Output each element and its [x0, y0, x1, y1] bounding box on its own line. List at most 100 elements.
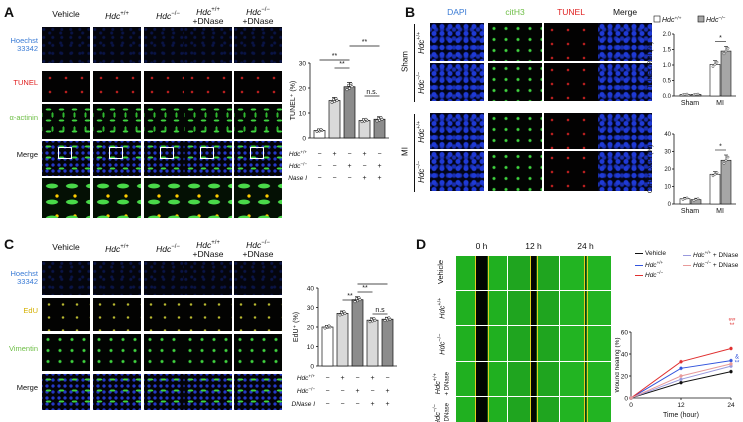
condition-mark: − [317, 175, 321, 182]
category-label: MI [716, 100, 724, 107]
wound-micrograph-tile [560, 291, 611, 325]
x-tick-label: 24 [727, 402, 735, 409]
significance-label: n.s. [366, 89, 377, 96]
data-point [696, 197, 700, 201]
wound-micrograph-tile [560, 326, 611, 361]
data-point [722, 162, 726, 165]
y-tick-label: 1.0 [663, 63, 672, 69]
condition-mark: − [385, 375, 389, 382]
wound-edge-line [586, 256, 588, 290]
data-point [350, 85, 354, 89]
condition-mark: − [347, 151, 351, 158]
micrograph-tile [93, 27, 141, 63]
legend-item: Hdc−/− + DNase [683, 260, 738, 269]
micrograph-tile [42, 374, 90, 410]
wound-micrograph-tile [456, 291, 507, 325]
micrograph-tile [184, 374, 232, 410]
y-tick-label: 20 [621, 373, 629, 380]
condition-mark: − [325, 375, 329, 382]
y-tick-label: 30 [307, 305, 315, 312]
data-point [362, 118, 365, 122]
wound-edge-line [475, 326, 477, 361]
data-point [334, 96, 338, 100]
condition-label: Hdc+/+ [297, 374, 315, 383]
condition-mark: + [385, 388, 389, 395]
condition-mark: + [370, 401, 374, 408]
micrograph-tile [430, 63, 484, 101]
condition-label: Hdc−/− [297, 387, 315, 396]
wound-edge-line [487, 397, 489, 422]
category-label: Sham [681, 208, 699, 215]
column-header: Hdc+/+ +DNase [192, 239, 224, 259]
data-point [330, 101, 334, 105]
micrograph-tile [184, 27, 232, 63]
condition-label: DNase I [288, 175, 307, 182]
micrograph-tile [430, 151, 484, 191]
legend-line-marker [683, 254, 691, 257]
micrograph-tile [184, 71, 232, 102]
bar [328, 100, 341, 139]
x-tick-label: 0 [629, 402, 633, 409]
micrograph-tile [42, 104, 90, 139]
wound-micrograph-tile [560, 397, 611, 422]
legend-line-marker [635, 274, 643, 277]
data-point [317, 128, 320, 132]
condition-mark: − [355, 375, 359, 382]
category-label: Sham [681, 100, 699, 107]
data-point [364, 117, 368, 121]
data-point [340, 311, 343, 314]
data-point [319, 128, 323, 131]
y-tick-label: 0.5 [663, 79, 672, 85]
micrograph-tile [544, 151, 598, 191]
column-header: 0 h [475, 241, 488, 251]
y-tick-label: 0 [624, 395, 628, 402]
wound-edge-line [475, 362, 477, 396]
bar [358, 120, 371, 139]
genotype-label: Hdc−/− [416, 160, 426, 183]
wound-edge-line [530, 397, 532, 422]
significance-label: ** [370, 280, 376, 284]
y-tick-label: 20 [664, 167, 671, 173]
data-point [715, 171, 719, 174]
panel-b-label: B [405, 4, 416, 20]
data-point [325, 325, 328, 328]
micrograph-tile [184, 141, 232, 176]
condition-mark: − [370, 388, 374, 395]
x-tick-label: 12 [677, 402, 685, 409]
data-point [715, 60, 719, 64]
panel-b-bar-charts: Hdc+/+ Hdc−/− 0.0 0.5 1.0 1.5 2.0 TUNEL/ROI (%)… [647, 16, 736, 215]
micrograph-tile [598, 63, 652, 101]
condition-mark: + [377, 163, 381, 170]
data-point [349, 82, 353, 86]
micrograph-tile [430, 23, 484, 61]
column-header: Vehicle [52, 9, 80, 19]
wound-edge-line [475, 397, 477, 422]
condition-mark: − [340, 401, 344, 408]
micrograph-tile [93, 104, 141, 139]
legend-line-marker [683, 264, 691, 267]
data-point [724, 49, 728, 53]
bar [720, 50, 732, 97]
annotation-label: ## [729, 318, 736, 323]
wound-edge-line [475, 256, 477, 290]
legend-label: Hdc−/− [706, 16, 726, 25]
micrograph-tile [93, 298, 141, 331]
column-header: Hdc−/− +DNase [242, 239, 274, 259]
bar [366, 319, 379, 367]
row-label: Hdc−/− [436, 333, 447, 355]
y-tick-label: 10 [664, 185, 671, 191]
wound-edge-line [586, 397, 588, 422]
y-tick-label: 0 [302, 135, 306, 142]
micrograph-tile [93, 141, 141, 176]
micrograph-tile [42, 27, 90, 63]
micrograph-tile [234, 71, 282, 102]
data-point [696, 92, 700, 96]
micrograph-tile [184, 261, 232, 295]
wound-edge-line [584, 326, 586, 361]
micrograph-tile [184, 334, 232, 371]
data-point [342, 310, 346, 314]
y-tick-label: 10 [299, 110, 307, 117]
y-tick-label: 10 [307, 344, 315, 351]
y-tick-label: 1.5 [663, 48, 672, 54]
